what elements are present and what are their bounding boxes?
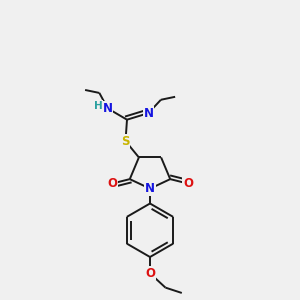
Text: N: N [103, 102, 113, 115]
Text: O: O [183, 177, 193, 190]
Text: O: O [107, 177, 117, 190]
Text: N: N [145, 182, 155, 195]
Text: N: N [143, 106, 153, 120]
Text: O: O [145, 267, 155, 280]
Text: H: H [94, 101, 103, 111]
Text: S: S [121, 135, 130, 148]
